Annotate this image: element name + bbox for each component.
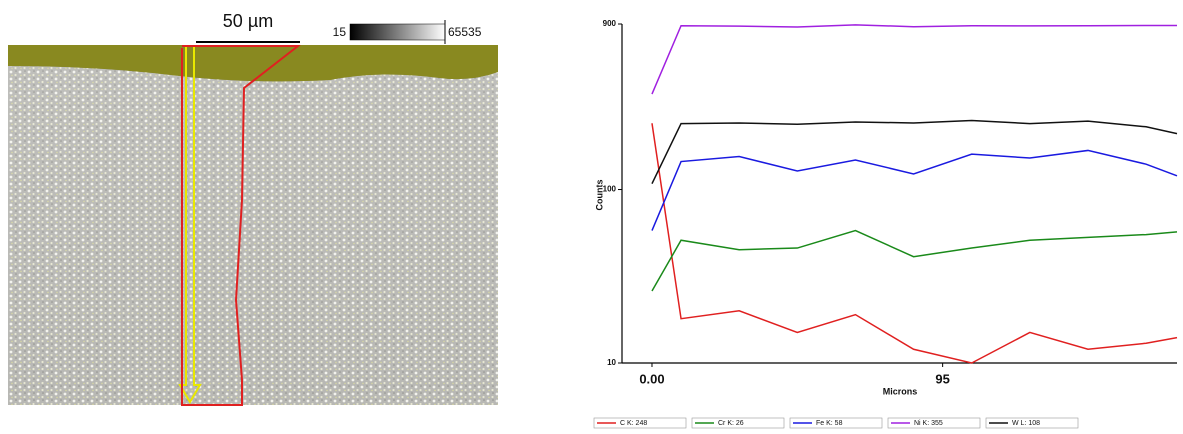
y-tick-label: 10 [607, 358, 616, 367]
scale-bar-label: 50 µm [223, 11, 273, 31]
series-line [651, 123, 1178, 364]
legend-box [691, 417, 785, 429]
y-tick-label: 100 [603, 185, 617, 194]
series-line [651, 24, 1177, 95]
series-line [651, 119, 1178, 185]
legend-label: Cr K: 26 [718, 420, 744, 427]
x-axis-label: Microns [883, 386, 918, 396]
legend-box [985, 417, 1079, 429]
chart: Counts Microns 10 100 900 0.00 95 C K: 248 Cr … [593, 19, 1178, 429]
y-axis-label: Counts [594, 180, 604, 211]
series-line [651, 149, 1178, 231]
legend-label: C K: 248 [620, 420, 647, 427]
legend-box [593, 417, 687, 429]
y-tick-label: 900 [603, 19, 617, 28]
legend-label: W L: 108 [1012, 420, 1040, 427]
x-tick-label: 0.00 [639, 371, 664, 386]
colorbar-max: 65535 [448, 25, 482, 39]
micrograph: 50 µm 15 65535 [8, 11, 498, 406]
legend-label: Ni K: 355 [914, 420, 943, 427]
legend-box [789, 417, 883, 429]
legend-label: Fe K: 58 [816, 420, 843, 427]
series-line [651, 229, 1178, 292]
x-tick-label: 95 [935, 371, 949, 386]
colorbar-min: 15 [333, 25, 347, 39]
legend-box [887, 417, 981, 429]
